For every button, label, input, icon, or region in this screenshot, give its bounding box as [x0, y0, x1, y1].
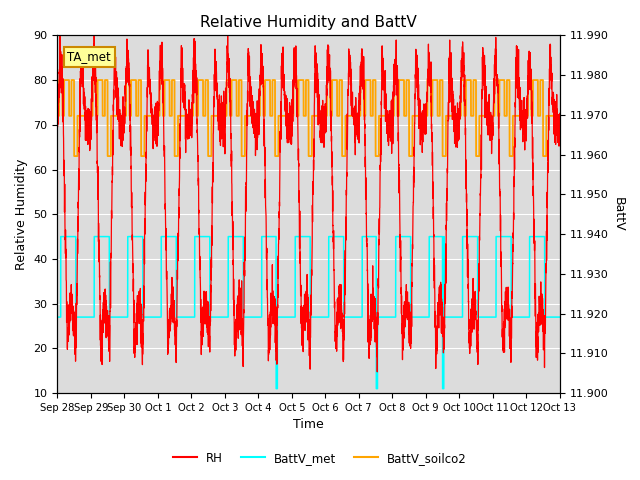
Text: TA_met: TA_met [67, 50, 111, 63]
Legend: RH, BattV_met, BattV_soilco2: RH, BattV_met, BattV_soilco2 [168, 447, 472, 469]
Y-axis label: Relative Humidity: Relative Humidity [15, 158, 28, 270]
Y-axis label: BattV: BattV [612, 197, 625, 231]
X-axis label: Time: Time [293, 419, 324, 432]
Title: Relative Humidity and BattV: Relative Humidity and BattV [200, 15, 417, 30]
